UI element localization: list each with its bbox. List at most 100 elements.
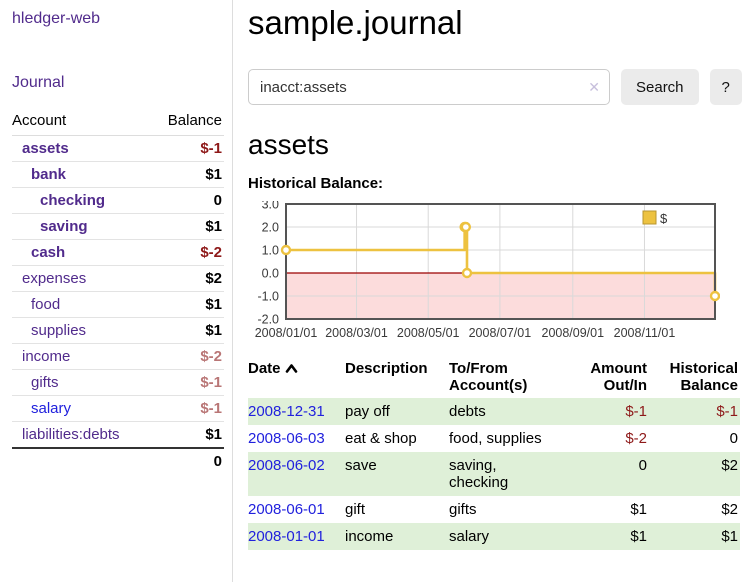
transaction-balance: $2 [721, 457, 738, 474]
account-link[interactable]: food [31, 296, 61, 313]
help-button[interactable]: ? [709, 69, 742, 105]
register-row: 2008-06-01 gift gifts $1 $2 [248, 496, 740, 523]
account-row: gifts $-1 [12, 369, 224, 396]
account-row: saving $1 [12, 213, 224, 240]
accounts-total-balance: 0 [152, 447, 224, 474]
account-link[interactable]: assets [22, 140, 69, 157]
account-link[interactable]: saving [40, 218, 88, 235]
sidebar: hledger-web Journal Account Balance asse… [0, 0, 233, 582]
account-row: salary $-1 [12, 395, 224, 422]
account-balance: $1 [152, 291, 224, 318]
legend-label: $ [660, 211, 668, 226]
main-content: sample.journal ✕ Search ? assets Histori… [233, 0, 742, 582]
data-point-marker [461, 267, 473, 279]
register-header-description: Description [345, 360, 428, 377]
data-point-marker [709, 290, 721, 302]
plot-border [285, 203, 716, 320]
brand-link[interactable]: hledger-web [12, 10, 101, 27]
accounts-total-row: 0 [12, 447, 224, 474]
account-row: expenses $2 [12, 265, 224, 292]
account-row: bank $1 [12, 161, 224, 188]
transaction-accounts: debts [449, 403, 486, 420]
data-point-marker [280, 244, 292, 256]
transaction-accounts: salary [449, 528, 490, 545]
transaction-balance: $-1 [716, 403, 738, 420]
account-row: assets $-1 [12, 135, 224, 162]
account-balance: $1 [152, 213, 224, 240]
transaction-accounts: food, supplies [449, 430, 542, 447]
search-row: ✕ Search ? [248, 69, 742, 105]
x-tick-label: 2008/09/01 [542, 326, 605, 340]
historical-balance-chart[interactable]: $3.0 2.0 1.0 0.0 -1.0 -2.0 2008/01/01 2008/03/0… [248, 198, 721, 343]
register-header-balance: Historical Balance [669, 360, 738, 394]
account-balance: $-1 [152, 395, 224, 422]
account-link[interactable]: income [22, 348, 71, 365]
search-button[interactable]: Search [621, 69, 699, 105]
accounts-header-account: Account [12, 108, 153, 136]
register-header-date[interactable]: Date [248, 358, 345, 398]
chart-title: Historical Balance: [248, 175, 384, 192]
account-balance: $1 [152, 421, 224, 449]
account-link[interactable]: salary [31, 400, 72, 417]
transaction-date-link[interactable]: 2008-06-03 [248, 430, 325, 447]
x-tick-label: 2008/01/01 [255, 326, 318, 340]
clear-search-icon[interactable]: ✕ [588, 79, 600, 95]
transaction-amount: $1 [630, 501, 647, 518]
account-link[interactable]: checking [40, 192, 106, 209]
account-link[interactable]: supplies [31, 322, 87, 339]
transaction-date-link[interactable]: 2008-06-01 [248, 501, 325, 518]
transaction-balance: $2 [721, 501, 738, 518]
accounts-table: Account Balance assets $-1 bank $1 checking 0… [12, 108, 224, 474]
y-tick-label: 0.0 [262, 267, 279, 281]
legend-swatch [642, 210, 657, 225]
register-row: 2008-12-31 pay off debts $-1 $-1 [248, 398, 740, 425]
register-row: 2008-06-02 save saving, checking 0 $2 [248, 452, 740, 496]
sidebar-nav: Journal [12, 74, 224, 92]
brand: hledger-web [12, 10, 224, 28]
y-tick-label: 2.0 [262, 221, 279, 235]
data-point-marker [460, 221, 472, 233]
register-header-accounts: To/From Account(s) [449, 360, 528, 394]
account-link[interactable]: cash [31, 244, 66, 261]
search-box: ✕ [248, 69, 610, 105]
transaction-date-link[interactable]: 2008-01-01 [248, 528, 325, 545]
transaction-balance: 0 [729, 430, 738, 447]
account-row: cash $-2 [12, 239, 224, 266]
y-tick-label: 3.0 [262, 201, 279, 212]
transaction-description: gift [345, 501, 366, 518]
register-row: 2008-06-03 eat & shop food, supplies $-2 0 [248, 425, 740, 452]
account-row: liabilities:debts $1 [12, 421, 224, 449]
account-balance: $-2 [152, 239, 224, 266]
account-row: food $1 [12, 291, 224, 318]
register-row: 2008-01-01 income salary $1 $1 [248, 523, 740, 550]
transaction-date-link[interactable]: 2008-06-02 [248, 457, 325, 474]
account-balance: $-1 [152, 135, 224, 162]
transaction-amount: $-2 [625, 430, 647, 447]
transaction-amount: $1 [630, 528, 647, 545]
account-section-title: assets [248, 129, 329, 160]
sort-asc-icon [285, 361, 298, 378]
accounts-header-row: Account Balance [12, 108, 224, 136]
transaction-date-link[interactable]: 2008-12-31 [248, 403, 325, 420]
search-input[interactable] [248, 69, 610, 105]
x-tick-label: 2008/05/01 [397, 326, 460, 340]
account-row: income $-2 [12, 343, 224, 370]
transaction-accounts: saving, checking [449, 457, 509, 491]
y-tick-label: 1.0 [262, 244, 279, 258]
account-row: supplies $1 [12, 317, 224, 344]
account-link[interactable]: liabilities:debts [22, 426, 120, 443]
x-tick-label: 2008/07/01 [469, 326, 532, 340]
transaction-balance: $1 [721, 528, 738, 545]
account-link[interactable]: gifts [31, 374, 59, 391]
transaction-description: income [345, 528, 394, 545]
account-link[interactable]: expenses [22, 270, 87, 287]
transaction-amount: 0 [638, 457, 647, 474]
account-link[interactable]: bank [31, 166, 67, 183]
x-tick-label: 2008/03/01 [325, 326, 388, 340]
register-table: Date Description To/From Account(s) Amou… [248, 358, 740, 550]
accounts-header-balance: Balance [152, 108, 224, 136]
nav-journal-link[interactable]: Journal [12, 74, 65, 91]
register-header-amount: Amount Out/In [590, 360, 647, 394]
account-balance: $1 [152, 317, 224, 344]
